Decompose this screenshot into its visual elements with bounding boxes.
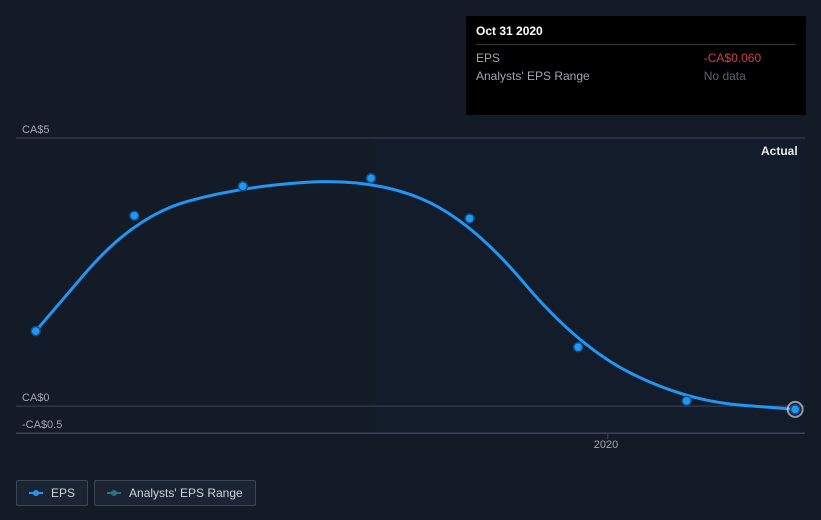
tooltip-row-label: EPS <box>476 49 704 67</box>
tooltip-row-eps: EPS -CA$0.060 <box>476 49 796 67</box>
legend-item-range[interactable]: Analysts' EPS Range <box>94 480 256 506</box>
tooltip-rows: EPS -CA$0.060 Analysts' EPS Range No dat… <box>476 49 796 85</box>
y-tick-label: -CA$0.5 <box>22 419 62 431</box>
chart-legend: EPS Analysts' EPS Range <box>16 480 256 506</box>
actual-region-label: Actual <box>761 144 798 158</box>
tooltip-row-range: Analysts' EPS Range No data <box>476 67 796 85</box>
chart-tooltip: Oct 31 2020 EPS -CA$0.060 Analysts' EPS … <box>466 16 806 115</box>
legend-swatch-icon <box>107 489 121 497</box>
y-tick-label: CA$0 <box>22 392 50 404</box>
legend-item-label: Analysts' EPS Range <box>129 486 243 500</box>
eps-chart[interactable] <box>16 138 805 433</box>
x-tick-label: 2020 <box>594 439 618 451</box>
chart-container: Oct 31 2020 EPS -CA$0.060 Analysts' EPS … <box>0 0 821 520</box>
y-tick-label: CA$5 <box>22 124 50 136</box>
tooltip-row-value: -CA$0.060 <box>704 49 796 67</box>
tooltip-row-label: Analysts' EPS Range <box>476 67 704 85</box>
tooltip-row-value: No data <box>704 67 796 85</box>
legend-item-label: EPS <box>51 486 75 500</box>
tooltip-date: Oct 31 2020 <box>466 16 806 44</box>
legend-swatch-icon <box>29 489 43 497</box>
tooltip-divider <box>476 44 796 45</box>
legend-item-eps[interactable]: EPS <box>16 480 88 506</box>
